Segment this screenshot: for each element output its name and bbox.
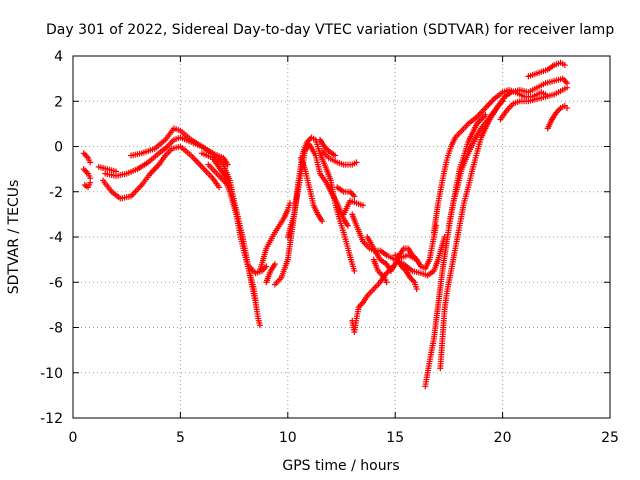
data-point bbox=[561, 62, 568, 69]
series-arc-25 bbox=[437, 98, 506, 372]
data-point bbox=[383, 279, 390, 286]
series-arc-30 bbox=[544, 102, 571, 132]
grid-lines bbox=[73, 56, 610, 418]
data-point bbox=[351, 193, 358, 200]
data-point bbox=[112, 168, 119, 175]
y-tick-label: 2 bbox=[54, 94, 63, 110]
y-tick-label: -6 bbox=[49, 275, 63, 291]
x-tick-label: 25 bbox=[601, 430, 619, 446]
series-arc-17 bbox=[340, 197, 366, 218]
y-tick-label: -10 bbox=[40, 366, 63, 382]
series-arc-15 bbox=[319, 148, 360, 168]
series-arc-7 bbox=[95, 163, 119, 175]
data-point bbox=[216, 184, 223, 191]
y-tick-label: 0 bbox=[54, 140, 63, 156]
y-tick-label: -12 bbox=[40, 411, 63, 427]
x-tick-label: 15 bbox=[386, 430, 404, 446]
chart-title: Day 301 of 2022, Sidereal Day-to-day VTE… bbox=[46, 22, 614, 38]
y-axis-label: SDTVAR / TECUs bbox=[6, 180, 22, 295]
series-arc-3 bbox=[81, 179, 94, 191]
data-point bbox=[564, 84, 571, 91]
y-tick-label: -4 bbox=[49, 230, 63, 246]
data-point bbox=[482, 111, 489, 118]
x-tick-label: 10 bbox=[279, 430, 297, 446]
data-point bbox=[564, 105, 571, 112]
data-point bbox=[224, 161, 231, 168]
series-arc-31 bbox=[317, 136, 339, 159]
series-arc-5 bbox=[100, 143, 223, 202]
data-point bbox=[286, 200, 293, 207]
data-point bbox=[359, 202, 366, 209]
data-point bbox=[353, 159, 360, 166]
series-arc-16 bbox=[334, 184, 358, 200]
series-arc-22 bbox=[349, 263, 397, 336]
data-point bbox=[413, 286, 420, 293]
x-axis-label: GPS time / hours bbox=[282, 458, 399, 474]
data-point bbox=[319, 218, 326, 225]
series-arc-26 bbox=[430, 86, 549, 236]
data-point bbox=[87, 179, 94, 186]
x-tick-label: 0 bbox=[69, 430, 78, 446]
series-arc-8 bbox=[198, 150, 259, 304]
x-tick-label: 5 bbox=[176, 430, 185, 446]
data-point bbox=[271, 261, 278, 268]
series-arc-18 bbox=[349, 211, 448, 279]
series-arc-14 bbox=[297, 154, 326, 225]
series-arc-21 bbox=[394, 256, 420, 293]
data-point bbox=[344, 222, 351, 229]
plot-frame bbox=[72, 55, 611, 419]
data-point bbox=[256, 322, 263, 329]
series-arc-29 bbox=[525, 59, 568, 80]
series-arc-28 bbox=[497, 84, 571, 123]
x-tick-label: 20 bbox=[494, 430, 512, 446]
series-arc-32 bbox=[205, 161, 231, 188]
y-tick-label: -2 bbox=[49, 185, 63, 201]
tick-labels: 0 5 10 15 20 25 -12 -10 -8 -6 -4 -2 0 2 4 bbox=[40, 49, 619, 446]
y-tick-label: -8 bbox=[49, 321, 63, 337]
data-points bbox=[80, 59, 571, 390]
series-arc-2 bbox=[80, 166, 94, 182]
data-point bbox=[332, 152, 339, 159]
series-arc-9 bbox=[256, 200, 293, 274]
data-point bbox=[224, 181, 231, 188]
y-tick-label: 4 bbox=[54, 49, 63, 65]
series-arc-10 bbox=[246, 263, 270, 277]
data-point bbox=[252, 297, 259, 304]
data-point bbox=[351, 267, 358, 274]
series-arc-11 bbox=[263, 261, 278, 286]
data-point bbox=[390, 263, 397, 270]
data-point bbox=[87, 159, 94, 166]
series-arc-6 bbox=[127, 125, 231, 168]
series-arc-27 bbox=[445, 75, 571, 229]
data-point bbox=[263, 263, 270, 270]
series-arc-1 bbox=[80, 150, 94, 166]
